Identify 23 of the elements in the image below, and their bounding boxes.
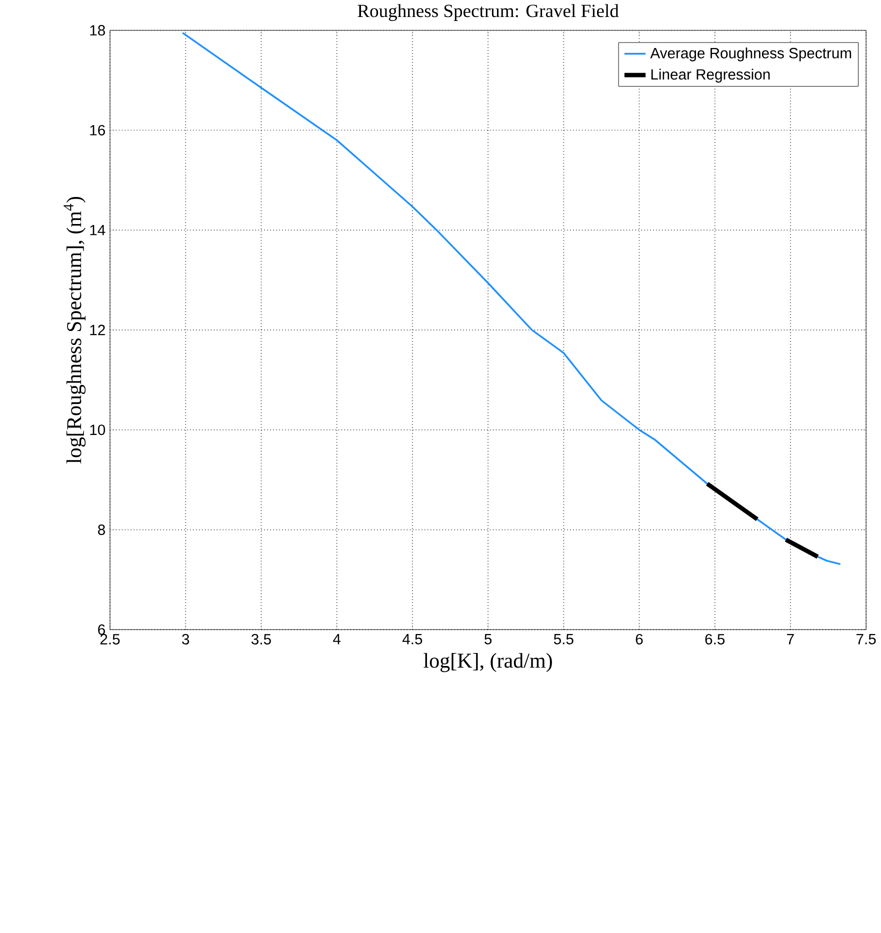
x-tick-label: 4.5 — [402, 634, 422, 644]
y-tick-label: 12 — [90, 324, 106, 336]
x-tick-label: 3.5 — [252, 634, 272, 644]
x-tick-label: 6 — [636, 634, 643, 644]
legend-label: Linear Regression — [652, 68, 770, 83]
x-tick-label: 7 — [787, 634, 794, 644]
x-tick-label: 5.5 — [554, 634, 574, 644]
legend-label: Average Roughness Spectrum — [650, 48, 852, 62]
y-tick-label: 18 — [90, 25, 106, 36]
y-axis-title: log[Roughness Spectrum], (m$^{4}$) — [64, 196, 86, 464]
x-tick-label: 5 — [484, 634, 492, 644]
y-tick-label: 8 — [98, 524, 106, 535]
x-axis-title: log[K], (rad/m) — [424, 652, 552, 672]
y-tick-label: 10 — [90, 424, 106, 436]
x-tick-label: 4 — [333, 634, 341, 644]
y-tick-label: 16 — [90, 124, 106, 136]
y-tick-label: 6 — [98, 624, 106, 635]
x-tick-label: 6.5 — [706, 634, 725, 644]
x-tick-label: 2.5 — [100, 634, 120, 644]
chart-title: Roughness Spectrum: Gravel Field — [358, 4, 619, 21]
x-tick-label: 3 — [182, 634, 190, 644]
y-tick-label: 14 — [90, 224, 106, 236]
x-tick-label: 7.5 — [856, 634, 876, 644]
